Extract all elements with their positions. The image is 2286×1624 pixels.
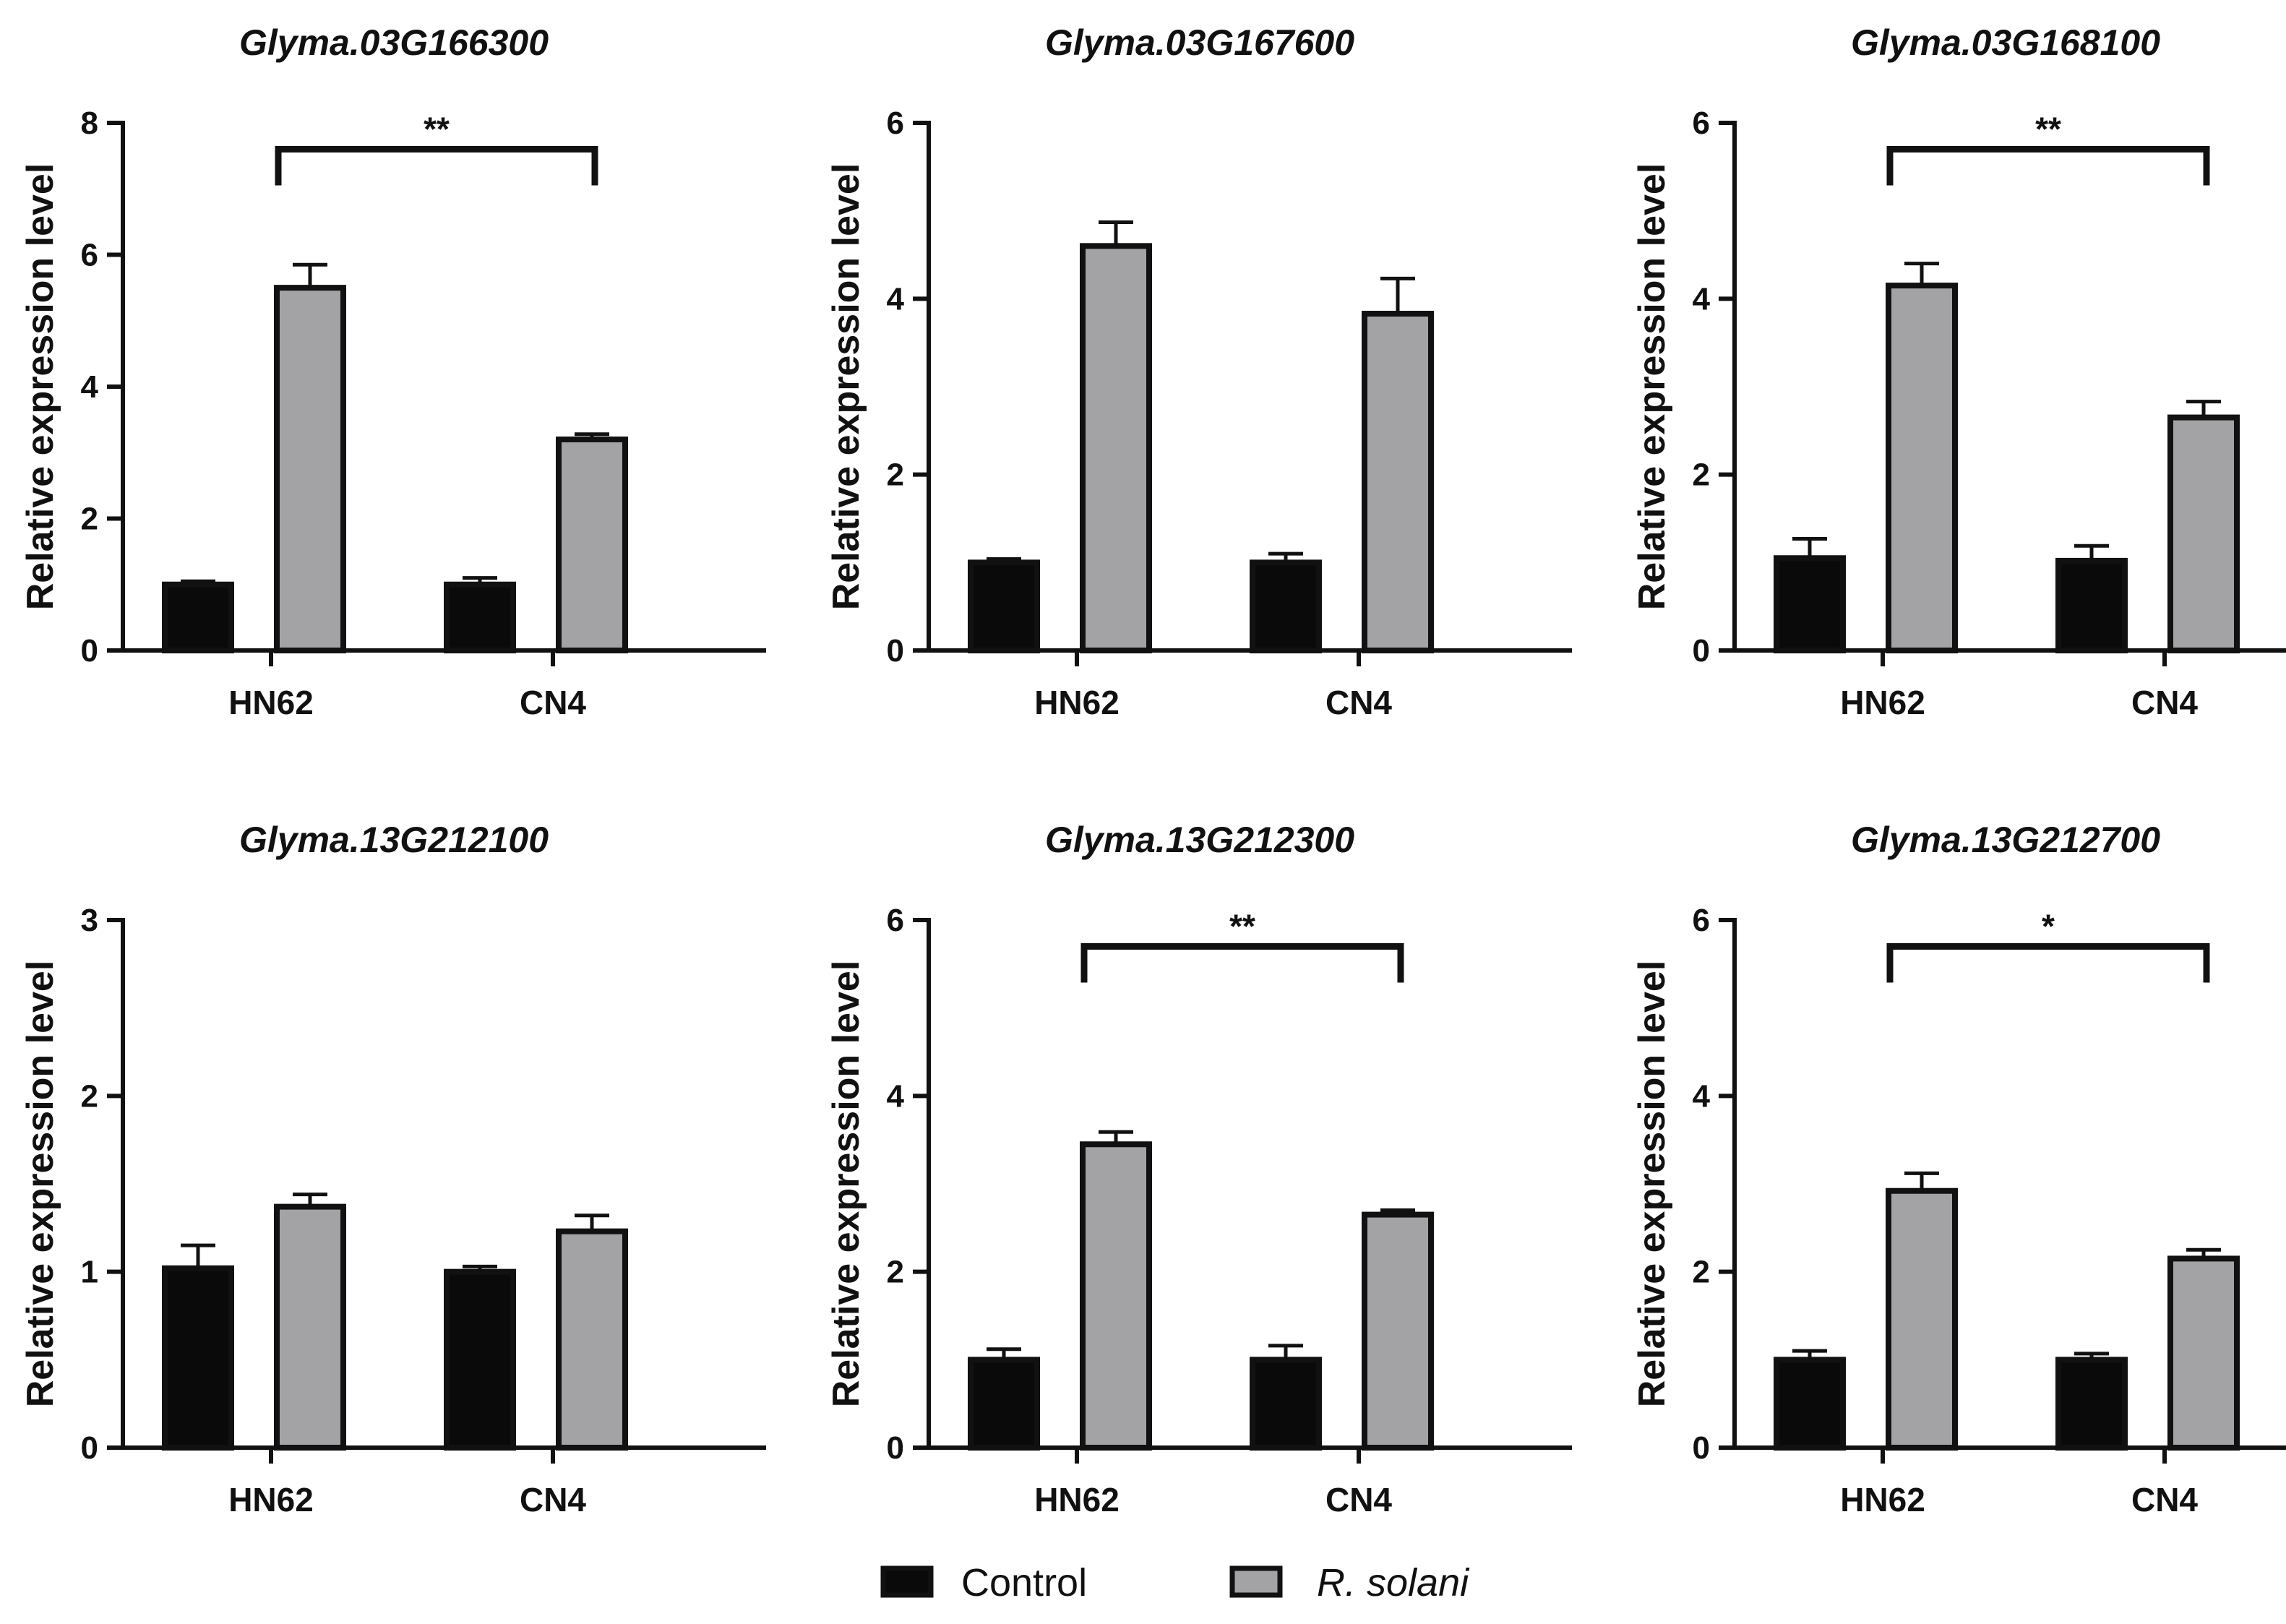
x-tick-label: CN4: [2131, 1481, 2198, 1518]
y-axis-label: Relative expression level: [20, 961, 61, 1408]
y-tick-label: 2: [1693, 1255, 1710, 1290]
significance-bracket: [1886, 146, 2210, 186]
x-tick-label: HN62: [1034, 684, 1120, 721]
x-tick-label: CN4: [1325, 1481, 1392, 1518]
significance-label: *: [2042, 908, 2055, 945]
chart-title: Glyma.13G212700: [1851, 820, 2160, 860]
significance-label: **: [424, 111, 450, 148]
bar-control: [1774, 1357, 1846, 1451]
y-tick-label: 2: [81, 502, 98, 537]
y-tick-label: 4: [1693, 281, 1711, 317]
chart-title: Glyma.13G212300: [1045, 820, 1354, 860]
y-tick-label: 4: [887, 281, 905, 317]
chart-panel: Glyma.13G212700 Relative expression level…: [1631, 820, 2286, 1518]
y-tick-label: 2: [81, 1078, 98, 1114]
x-tick-label: HN62: [228, 684, 314, 721]
bar-treatment: [1886, 1187, 1958, 1451]
bar-treatment: [1362, 1211, 1434, 1451]
legend-swatch-control: [880, 1565, 934, 1598]
y-tick-label: 2: [1693, 457, 1710, 493]
bar-treatment: [274, 1203, 346, 1451]
x-tick-label: HN62: [1840, 684, 1925, 721]
y-tick-label: 6: [887, 106, 904, 141]
bar-control: [2055, 1357, 2128, 1451]
significance-bracket: [275, 146, 598, 186]
bar-treatment: [2167, 414, 2240, 653]
chart-title: Glyma.13G212100: [239, 820, 549, 860]
chart-panel: Glyma.03G166300 Relative expression level…: [20, 22, 766, 721]
chart-panel: Glyma.03G168100 Relative expression level…: [1631, 22, 2286, 721]
legend-label-control: Control: [961, 1561, 1087, 1604]
y-tick-label: 3: [81, 903, 98, 938]
y-axis-label: Relative expression level: [1631, 163, 1673, 611]
significance-label: **: [2035, 111, 2061, 148]
bar-control: [968, 559, 1040, 653]
y-axis-label: Relative expression level: [825, 163, 867, 611]
chart-panel: Glyma.13G212100 Relative expression level…: [20, 820, 766, 1518]
chart-panel: Glyma.13G212300 Relative expression level…: [825, 820, 1572, 1518]
y-tick-label: 0: [81, 633, 98, 669]
y-tick-label: 0: [81, 1430, 98, 1466]
y-tick-label: 6: [1693, 106, 1710, 141]
significance-bracket: [1080, 943, 1404, 983]
bar-treatment: [556, 1228, 628, 1451]
significance-bracket: [1886, 943, 2210, 983]
x-tick-label: HN62: [1840, 1481, 1925, 1518]
bar-control: [444, 581, 516, 653]
legend-label-treatment: R. solani: [1317, 1561, 1470, 1604]
x-tick-label: HN62: [1034, 1481, 1120, 1518]
significance-label: **: [1229, 908, 1255, 945]
x-tick-label: CN4: [520, 1481, 586, 1518]
y-tick-label: 6: [81, 238, 98, 273]
y-tick-label: 0: [887, 633, 904, 669]
chart-panel: Glyma.03G167600 Relative expression level…: [825, 22, 1572, 721]
chart-title: Glyma.03G167600: [1045, 22, 1354, 63]
bar-treatment: [2167, 1255, 2240, 1451]
y-axis-label: Relative expression level: [825, 961, 867, 1408]
x-tick-label: CN4: [2131, 684, 2198, 721]
chart-title: Glyma.03G166300: [239, 22, 549, 63]
bar-control: [968, 1357, 1040, 1451]
y-tick-label: 8: [81, 106, 98, 141]
y-tick-label: 4: [887, 1078, 905, 1114]
y-tick-label: 1: [81, 1255, 98, 1290]
bar-treatment: [1362, 311, 1434, 653]
x-tick-label: HN62: [228, 1481, 314, 1518]
y-tick-label: 0: [1693, 633, 1710, 669]
bar-control: [2055, 557, 2128, 654]
y-tick-label: 0: [1693, 1430, 1710, 1466]
y-tick-label: 6: [1693, 903, 1710, 938]
bar-treatment: [274, 285, 346, 653]
bar-treatment: [1080, 243, 1152, 654]
y-tick-label: 2: [887, 457, 904, 493]
x-tick-label: CN4: [520, 684, 586, 721]
legend: Control R. solani: [880, 1561, 1470, 1604]
y-tick-label: 4: [81, 369, 99, 405]
x-tick-label: CN4: [1325, 684, 1392, 721]
bar-treatment: [556, 437, 628, 653]
charts-container: Glyma.03G166300 Relative expression level…: [20, 22, 2286, 1518]
y-tick-label: 6: [887, 903, 904, 938]
bar-control: [444, 1268, 516, 1451]
bar-control: [1774, 555, 1846, 653]
legend-swatch-treatment: [1229, 1565, 1283, 1598]
chart-title: Glyma.03G168100: [1851, 22, 2160, 63]
bar-treatment: [1080, 1141, 1152, 1451]
bar-treatment: [1886, 283, 1958, 653]
y-tick-label: 0: [887, 1430, 904, 1466]
y-tick-label: 2: [887, 1255, 904, 1290]
bar-control: [1250, 559, 1322, 653]
bar-control: [162, 581, 234, 653]
y-axis-label: Relative expression level: [1631, 961, 1673, 1408]
y-tick-label: 4: [1693, 1078, 1711, 1114]
y-axis-label: Relative expression level: [20, 163, 61, 611]
bar-control: [162, 1265, 234, 1451]
bar-control: [1250, 1357, 1322, 1451]
